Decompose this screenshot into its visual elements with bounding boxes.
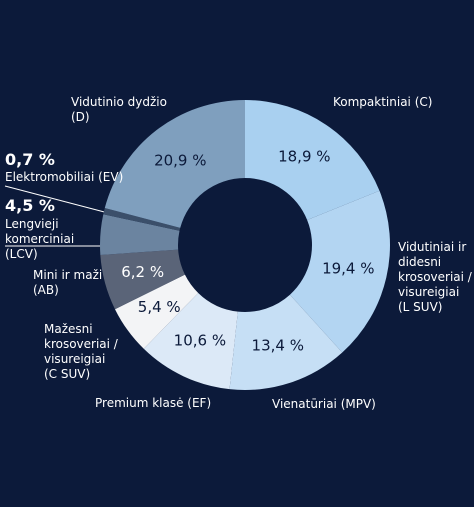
donut-slice xyxy=(143,292,238,390)
category-label: Elektromobiliai (EV) xyxy=(5,170,124,184)
donut-slice xyxy=(114,274,199,349)
value-label: 20,9 % xyxy=(154,152,206,170)
value-label: 5,4 % xyxy=(138,298,181,316)
donut-slice xyxy=(245,100,380,220)
leader-line xyxy=(4,185,113,215)
value-label: 4,5 % xyxy=(5,196,55,215)
value-label: 13,4 % xyxy=(252,336,304,354)
category-label: Mini ir maži (AB) xyxy=(33,268,103,297)
donut-slice xyxy=(289,190,391,353)
value-label: 6,2 % xyxy=(121,263,164,281)
value-label: 18,9 % xyxy=(278,148,330,166)
value-label: 10,6 % xyxy=(174,331,226,349)
value-label: 0,7 % xyxy=(5,150,55,169)
donut-slice xyxy=(229,294,343,390)
category-label: Vidutinio dydžio (D) xyxy=(71,95,167,124)
donut-slice xyxy=(104,100,245,228)
donut-slice xyxy=(103,208,181,231)
category-label: Vienatūriai (MPV) xyxy=(272,397,376,411)
category-label: Vidutiniai ir didesni krosoveriai / visu… xyxy=(398,240,472,314)
donut-slice xyxy=(99,214,180,256)
donut-slice xyxy=(100,249,185,310)
category-label: Mažesni krosoveriai / visureigiai (C SUV… xyxy=(44,322,118,381)
category-label: Kompaktiniai (C) xyxy=(333,95,433,109)
category-label: Lengvieji komerciniai (LCV) xyxy=(5,217,75,261)
category-label: Premium klasė (EF) xyxy=(95,396,212,410)
value-label: 19,4 % xyxy=(322,259,374,277)
